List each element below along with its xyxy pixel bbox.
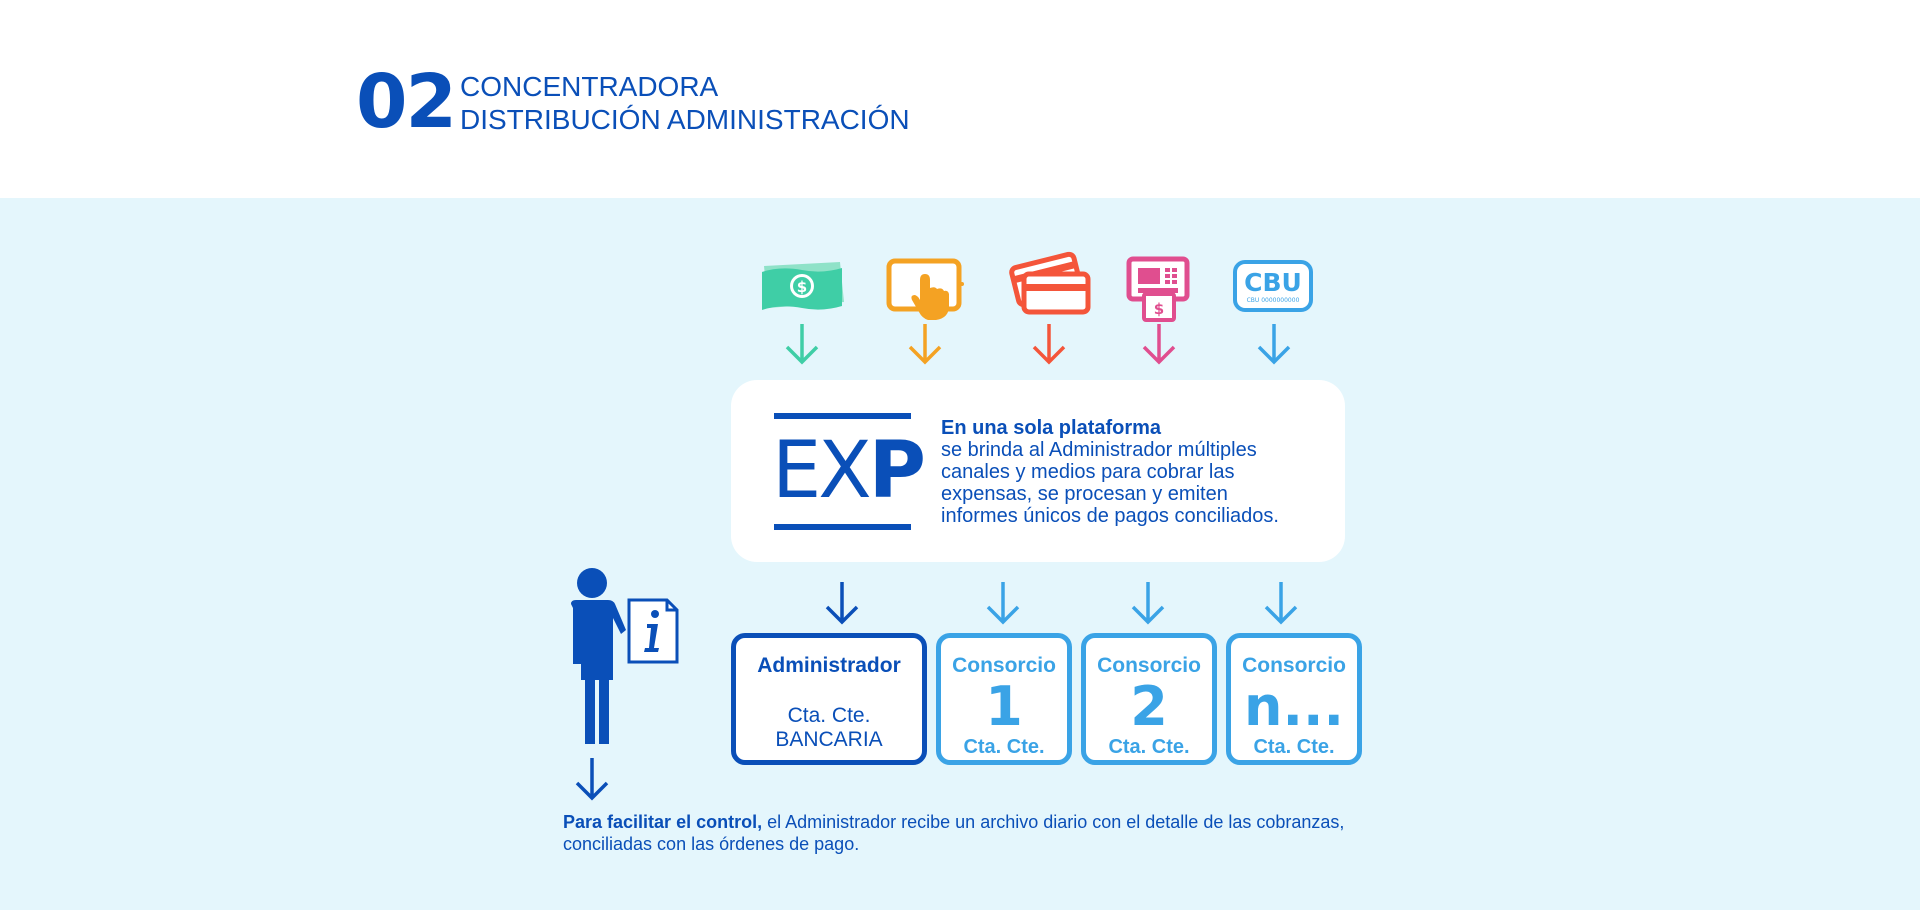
cbu-label: CBU bbox=[1244, 268, 1302, 297]
consorcio-account: Cta. Cte. bbox=[963, 736, 1045, 758]
exp-logo-text: EXP bbox=[772, 426, 926, 516]
cash-icon: $ bbox=[762, 262, 844, 310]
atm-icon: $ bbox=[1126, 256, 1190, 322]
consorcio-account: Cta. Cte. bbox=[1108, 736, 1190, 758]
platform-box bbox=[731, 380, 1345, 562]
credit-cards-icon bbox=[1009, 251, 1091, 315]
tablet-touch-icon bbox=[886, 258, 964, 320]
footer-rest: el Administrador recibe un archivo diari… bbox=[762, 812, 1345, 832]
administrador-account-line1: Cta. Cte. bbox=[787, 704, 871, 727]
arrow-down-icon bbox=[986, 582, 1020, 625]
arrow-down-icon bbox=[825, 582, 859, 625]
section-title-line-1: CONCENTRADORA bbox=[460, 71, 719, 102]
platform-body-line: expensas, se procesan y emiten bbox=[941, 483, 1228, 505]
arrow-down-icon bbox=[575, 758, 609, 801]
consorcio-number: n... bbox=[1244, 675, 1344, 738]
consorcio-title: Consorcio bbox=[1097, 654, 1201, 677]
consorcio-title: Consorcio bbox=[952, 654, 1056, 677]
section-number: 02 bbox=[356, 59, 457, 145]
administrador-box: Administrador Cta. Cte. BANCARIA bbox=[731, 633, 927, 765]
platform-body-line: informes únicos de pagos conciliados. bbox=[941, 505, 1279, 527]
consorcio-number: 2 bbox=[1130, 675, 1168, 738]
platform-lead: En una sola plataforma bbox=[941, 417, 1162, 439]
platform-description: En una sola plataforma se brinda al Admi… bbox=[941, 417, 1341, 527]
cbu-icon: CBU CBU 0000000000 bbox=[1233, 260, 1313, 312]
arrow-down-icon bbox=[1264, 582, 1298, 625]
header-area: 02 CONCENTRADORA DISTRIBUCIÓN ADMINISTRA… bbox=[0, 0, 1920, 198]
arrow-down-icon bbox=[1032, 324, 1066, 365]
arrow-down-icon bbox=[785, 324, 819, 365]
administrador-account-line2: BANCARIA bbox=[775, 728, 883, 751]
arrow-down-icon bbox=[1131, 582, 1165, 625]
person-info-icon bbox=[571, 568, 679, 744]
svg-text:$: $ bbox=[797, 278, 807, 296]
consorcio-box-n: Consorcio n... Cta. Cte. bbox=[1226, 633, 1362, 765]
platform-body-line: canales y medios para cobrar las bbox=[941, 461, 1235, 483]
footer-bold: Para facilitar el control, bbox=[563, 812, 763, 832]
svg-text:$: $ bbox=[1154, 300, 1164, 318]
arrow-down-icon bbox=[908, 324, 942, 365]
platform-body-line: se brinda al Administrador múltiples bbox=[941, 439, 1257, 461]
administrador-account: Cta. Cte. BANCARIA bbox=[736, 704, 922, 752]
arrow-down-icon bbox=[1257, 324, 1291, 365]
consorcio-box-2: Consorcio 2 Cta. Cte. bbox=[1081, 633, 1217, 765]
administrador-title: Administrador bbox=[757, 654, 901, 677]
footer-note: Para facilitar el control, el Administra… bbox=[563, 811, 1383, 855]
consorcio-number: 1 bbox=[985, 675, 1023, 738]
consorcio-box-1: Consorcio 1 Cta. Cte. bbox=[936, 633, 1072, 765]
footer-line2: conciliadas con las órdenes de pago. bbox=[563, 834, 860, 854]
consorcio-title: Consorcio bbox=[1242, 654, 1346, 677]
exp-logo: EXP bbox=[772, 413, 926, 530]
section-title: CONCENTRADORA DISTRIBUCIÓN ADMINISTRACIÓ… bbox=[460, 70, 910, 136]
section-title-line-2: DISTRIBUCIÓN ADMINISTRACIÓN bbox=[460, 104, 910, 135]
cbu-sublabel: CBU 0000000000 bbox=[1247, 297, 1300, 304]
consorcio-account: Cta. Cte. bbox=[1253, 736, 1335, 758]
arrow-down-icon bbox=[1142, 324, 1176, 365]
